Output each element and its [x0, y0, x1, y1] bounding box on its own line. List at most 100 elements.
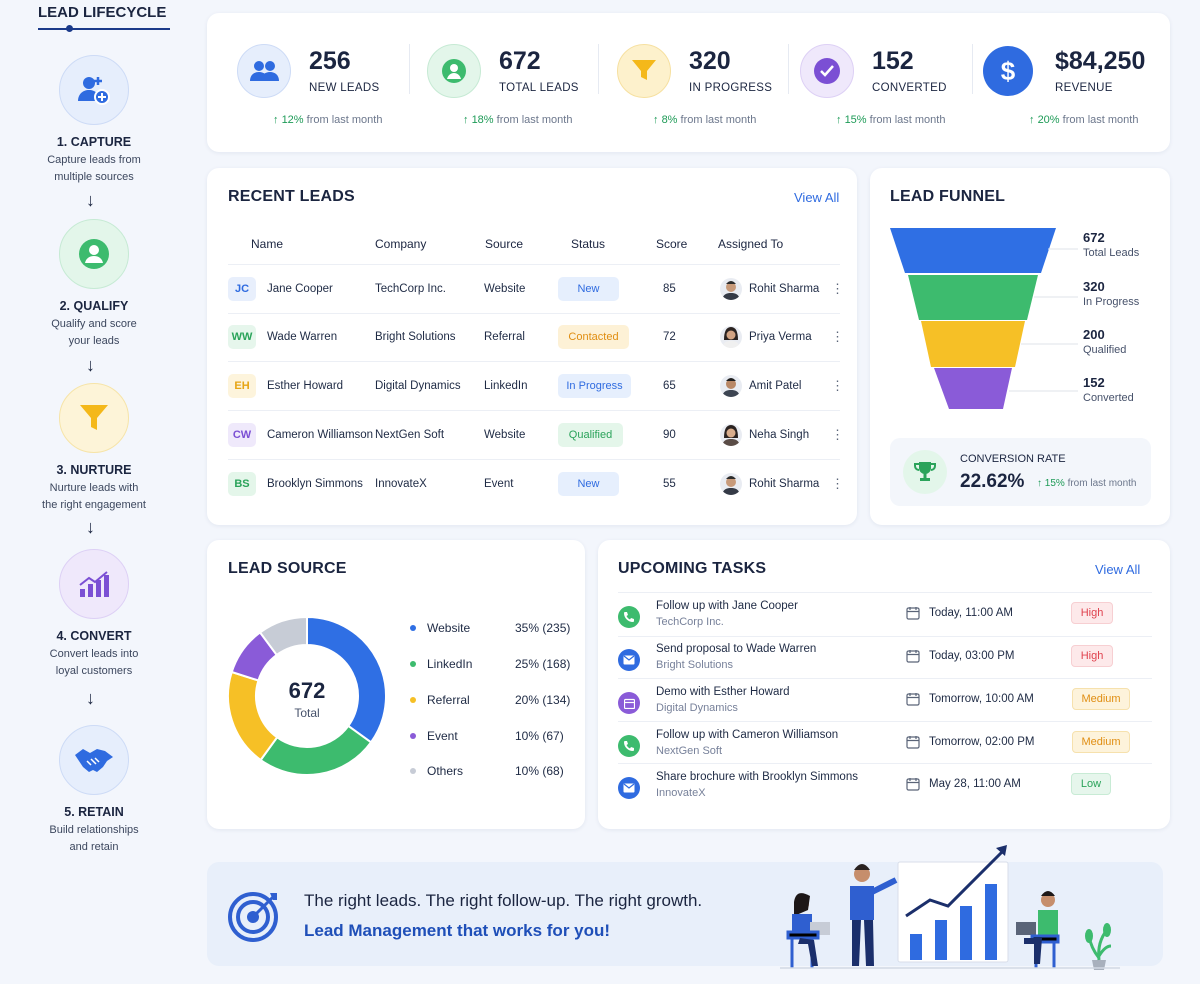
step-title: 4. CONVERT	[56, 629, 132, 643]
status-badge: New	[558, 277, 619, 301]
funnel-value: 672	[1083, 230, 1105, 245]
kpi-label: NEW LEADS	[309, 82, 380, 94]
recent-leads-view-all-link[interactable]: View All	[794, 190, 840, 205]
lead-company: TechCorp Inc.	[375, 283, 446, 295]
tasks-view-all-link[interactable]: View All	[1095, 562, 1141, 577]
lead-company: Digital Dynamics	[375, 380, 461, 392]
dollar-icon: $	[983, 46, 1033, 96]
calendar-icon	[906, 693, 920, 706]
conversion-change-pct: 15%	[1044, 478, 1065, 489]
step-desc: Qualify and score	[51, 318, 137, 330]
task-item[interactable]: Follow up with Cameron Williamson NextGe…	[618, 727, 1152, 769]
down-arrow-icon: ↓	[86, 355, 95, 375]
lifecycle-step-retain: 5. RETAIN Build relationships and retain	[20, 725, 168, 856]
task-date: Today, 03:00 PM	[929, 650, 1015, 662]
more-options-icon[interactable]: ⋮	[831, 329, 844, 344]
legend-name: Others	[427, 764, 464, 778]
funnel-stage-name: Total Leads	[1083, 247, 1140, 259]
divider	[618, 678, 1152, 679]
lead-assignee: Amit Patel	[749, 380, 802, 392]
funnel-stage-total	[890, 228, 1056, 273]
avatar	[720, 473, 742, 495]
lead-source: Website	[484, 429, 526, 441]
kpi-change-text: from last month	[496, 114, 573, 126]
task-title: Follow up with Cameron Williamson	[656, 729, 839, 741]
more-options-icon[interactable]: ⋮	[831, 378, 844, 393]
column-header-name[interactable]: Name	[251, 237, 284, 251]
lead-company: InnovateX	[375, 478, 427, 490]
column-header-company[interactable]: Company	[375, 237, 427, 251]
task-title: Share brochure with Brooklyn Simmons	[656, 771, 858, 783]
lead-source: Website	[484, 283, 526, 295]
legend-name: Referral	[427, 693, 470, 707]
kpi-change: ↑ 15% from last month	[836, 114, 946, 126]
lead-assignee: Rohit Sharma	[749, 478, 820, 490]
column-header-status[interactable]: Status	[571, 237, 606, 251]
kpi-change-pct: 18%	[471, 114, 494, 126]
kpi-change-text: from last month	[1062, 114, 1139, 126]
calendar-icon	[906, 650, 920, 663]
column-header-source[interactable]: Source	[485, 237, 524, 251]
conversion-rate-label: CONVERSION RATE	[960, 453, 1066, 465]
kpi-in-progress[interactable]: 320 IN PROGRESS ↑ 8% from last month	[617, 30, 797, 130]
kpi-total-leads[interactable]: 672 TOTAL LEADS ↑ 18% from last month	[427, 30, 607, 130]
kpi-value: 256	[309, 47, 351, 75]
status-badge: New	[558, 472, 619, 496]
task-title: Follow up with Jane Cooper	[656, 600, 798, 612]
priority-badge: Medium	[1072, 688, 1130, 710]
task-item[interactable]: Share brochure with Brooklyn Simmons Inn…	[618, 769, 1152, 811]
legend-dot	[410, 625, 416, 631]
task-item[interactable]: Send proposal to Wade Warren Bright Solu…	[618, 641, 1152, 683]
column-header-score[interactable]: Score	[656, 237, 688, 251]
task-date: Today, 11:00 AM	[929, 607, 1013, 619]
lead-source: LinkedIn	[484, 380, 528, 392]
kpi-change-pct: 12%	[281, 114, 304, 126]
lead-initials: CW	[228, 423, 256, 447]
task-item[interactable]: Demo with Esther Howard Digital Dynamics…	[618, 684, 1152, 726]
more-options-icon[interactable]: ⋮	[831, 476, 844, 491]
funnel-stage-converted	[934, 368, 1012, 409]
kpi-change: ↑ 20% from last month	[1029, 114, 1139, 126]
banner-tagline: The right leads. The right follow-up. Th…	[304, 891, 703, 910]
kpi-converted[interactable]: 152 CONVERTED ↑ 15% from last month	[800, 30, 980, 130]
growth-chart-icon	[59, 549, 129, 619]
lead-score: 72	[663, 331, 676, 343]
kpi-change: ↑ 18% from last month	[463, 114, 573, 126]
task-item[interactable]: Follow up with Jane Cooper TechCorp Inc.…	[618, 598, 1152, 640]
divider	[618, 636, 1152, 637]
avatar	[720, 424, 742, 446]
task-title: Send proposal to Wade Warren	[656, 643, 817, 655]
funnel-value: 152	[1083, 375, 1105, 390]
kpi-new-leads[interactable]: 256 NEW LEADS ↑ 12% from last month	[237, 30, 417, 130]
lead-name: Wade Warren	[267, 331, 338, 343]
more-options-icon[interactable]: ⋮	[831, 427, 844, 442]
down-arrow-icon: ↓	[86, 688, 95, 708]
calendar-icon	[906, 736, 920, 749]
capture-icon	[59, 55, 129, 125]
lead-score: 55	[663, 478, 676, 490]
funnel-label: 200 Qualified	[1083, 327, 1126, 356]
funnel-stage-name: Qualified	[1083, 344, 1127, 356]
mail-icon	[618, 777, 640, 799]
priority-badge: Low	[1071, 773, 1111, 795]
more-options-icon[interactable]: ⋮	[831, 281, 844, 296]
step-title: 2. QUALIFY	[59, 299, 129, 313]
kpi-revenue[interactable]: $ $84,250 REVENUE ↑ 20% from last month	[983, 30, 1163, 130]
kpi-label: IN PROGRESS	[689, 82, 773, 94]
status-badge: Qualified	[558, 423, 623, 447]
kpi-change: ↑ 8% from last month	[653, 114, 757, 126]
legend-value: 10% (67)	[515, 729, 564, 743]
column-header-assigned-to[interactable]: Assigned To	[718, 237, 784, 251]
step-desc: the right engagement	[42, 499, 146, 511]
funnel-chart	[890, 228, 1078, 409]
step-desc: Nurture leads with	[49, 482, 139, 494]
lead-score: 65	[663, 380, 676, 392]
task-date: May 28, 11:00 AM	[929, 778, 1021, 790]
donut-total-value: 672	[288, 678, 326, 703]
legend-dot	[410, 661, 416, 667]
recent-leads-title: RECENT LEADS	[228, 188, 355, 205]
kpi-value: 320	[689, 47, 731, 75]
lead-initials: WW	[228, 325, 256, 349]
sidebar-title-underline	[38, 28, 170, 30]
legend-dot	[410, 768, 416, 774]
